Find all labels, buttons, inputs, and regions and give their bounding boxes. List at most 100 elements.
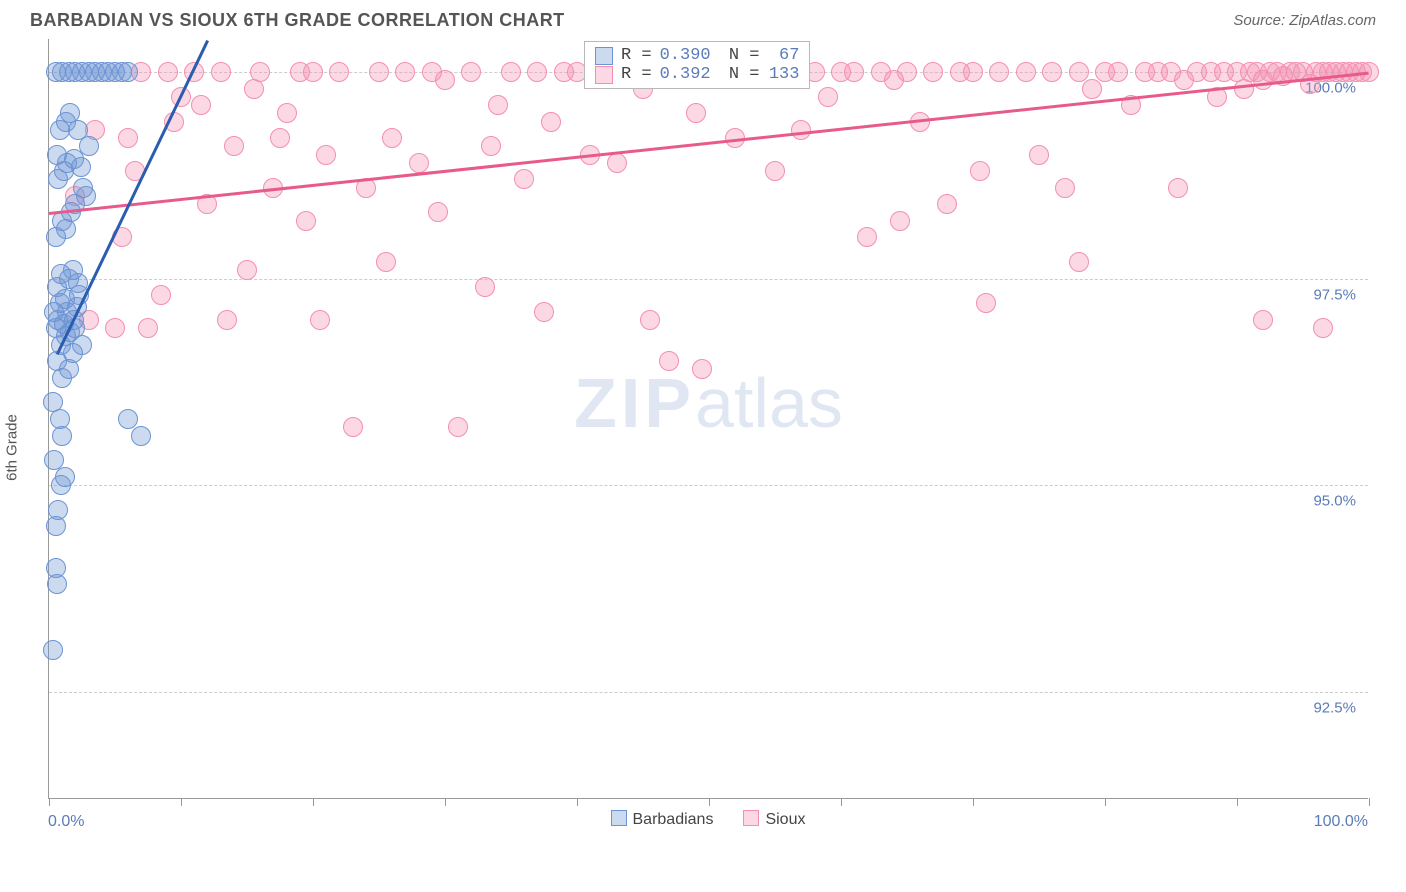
barbadian-point (48, 500, 68, 520)
sioux-point (409, 153, 429, 173)
barbadian-swatch-icon (595, 47, 613, 65)
sioux-point (659, 351, 679, 371)
sioux-point (989, 62, 1009, 82)
sioux-point (158, 62, 178, 82)
barbadian-point (43, 640, 63, 660)
sioux-point (765, 161, 785, 181)
barbadian-point (68, 273, 88, 293)
barbadian-point (71, 157, 91, 177)
sioux-point (1253, 310, 1273, 330)
sioux-point (501, 62, 521, 82)
x-tick (1369, 798, 1370, 806)
sioux-point (316, 145, 336, 165)
barbadian-point (47, 145, 67, 165)
sioux-point (541, 112, 561, 132)
sioux-point (527, 62, 547, 82)
sioux-legend-swatch-icon (743, 810, 759, 826)
x-axis-min-label: 0.0% (48, 813, 84, 831)
sioux-point (857, 227, 877, 247)
x-axis-max-label: 100.0% (1314, 813, 1368, 831)
sioux-point (488, 95, 508, 115)
sioux-point (224, 136, 244, 156)
sioux-point (395, 62, 415, 82)
sioux-point (217, 310, 237, 330)
barbadian-point (79, 136, 99, 156)
stats-legend-box: R = 0.390 N = 67 R = 0.392 N = 133 (584, 41, 810, 89)
sioux-point (818, 87, 838, 107)
sioux-point (534, 302, 554, 322)
sioux-point (448, 417, 468, 437)
sioux-point (138, 318, 158, 338)
y-axis-label: 6th Grade (4, 414, 21, 481)
gridline (49, 485, 1368, 486)
barbadian-point (72, 335, 92, 355)
x-axis-row: 0.0% Barbadians Sioux 100.0% (48, 799, 1368, 839)
sioux-point (191, 95, 211, 115)
sioux-point (270, 128, 290, 148)
sioux-point (607, 153, 627, 173)
sioux-point (475, 277, 495, 297)
sioux-point (343, 417, 363, 437)
sioux-point (976, 293, 996, 313)
barbadian-legend-swatch-icon (611, 810, 627, 826)
sioux-point (1082, 79, 1102, 99)
sioux-point (277, 103, 297, 123)
sioux-point (791, 120, 811, 140)
sioux-point (1029, 145, 1049, 165)
stats-row-sioux: R = 0.392 N = 133 (595, 65, 799, 84)
barbadian-point (131, 426, 151, 446)
legend-item-sioux: Sioux (743, 810, 805, 829)
barbadian-point (44, 450, 64, 470)
sioux-point (461, 62, 481, 82)
sioux-point (369, 62, 389, 82)
sioux-point (481, 136, 501, 156)
y-tick-label: 97.5% (1309, 286, 1360, 303)
sioux-point (640, 310, 660, 330)
barbadian-point (43, 392, 63, 412)
barbadian-point (55, 467, 75, 487)
sioux-point (151, 285, 171, 305)
sioux-point (1108, 62, 1128, 82)
chart-title: BARBADIAN VS SIOUX 6TH GRADE CORRELATION… (30, 10, 565, 31)
barbadian-point (76, 186, 96, 206)
sioux-point (303, 62, 323, 82)
sioux-point (937, 194, 957, 214)
sioux-point (211, 62, 231, 82)
sioux-point (1042, 62, 1062, 82)
sioux-point (237, 260, 257, 280)
sioux-point (890, 211, 910, 231)
sioux-point (105, 318, 125, 338)
y-tick-label: 95.0% (1309, 493, 1360, 510)
source-attribution: Source: ZipAtlas.com (1233, 12, 1376, 29)
sioux-point (118, 128, 138, 148)
legend-item-barbadian: Barbadians (611, 810, 714, 829)
sioux-point (514, 169, 534, 189)
sioux-point (970, 161, 990, 181)
sioux-point (1168, 178, 1188, 198)
sioux-point (435, 70, 455, 90)
sioux-point (376, 252, 396, 272)
sioux-point (1313, 318, 1333, 338)
sioux-point (244, 79, 264, 99)
barbadian-point (118, 62, 138, 82)
barbadian-point (47, 574, 67, 594)
sioux-point (428, 202, 448, 222)
sioux-point (1069, 252, 1089, 272)
sioux-point (844, 62, 864, 82)
sioux-point (1055, 178, 1075, 198)
bottom-legend: Barbadians Sioux (611, 810, 806, 829)
chart-header: BARBADIAN VS SIOUX 6TH GRADE CORRELATION… (0, 0, 1406, 39)
sioux-point (923, 62, 943, 82)
sioux-point (686, 103, 706, 123)
sioux-point (1016, 62, 1036, 82)
stats-row-barbadian: R = 0.390 N = 67 (595, 46, 799, 65)
plot-area: ZIPatlas R = 0.390 N = 67 R = 0.392 N = … (48, 39, 1368, 799)
y-tick-label: 92.5% (1309, 699, 1360, 716)
sioux-point (296, 211, 316, 231)
sioux-point (963, 62, 983, 82)
sioux-point (310, 310, 330, 330)
chart-container: 6th Grade ZIPatlas R = 0.390 N = 67 R = … (30, 39, 1376, 839)
sioux-swatch-icon (595, 66, 613, 84)
sioux-point (897, 62, 917, 82)
sioux-point (329, 62, 349, 82)
